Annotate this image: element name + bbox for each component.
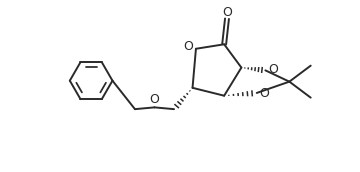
Text: O: O	[268, 63, 278, 76]
Text: O: O	[183, 40, 193, 53]
Text: O: O	[260, 87, 270, 100]
Text: O: O	[149, 93, 159, 106]
Text: O: O	[222, 6, 232, 19]
